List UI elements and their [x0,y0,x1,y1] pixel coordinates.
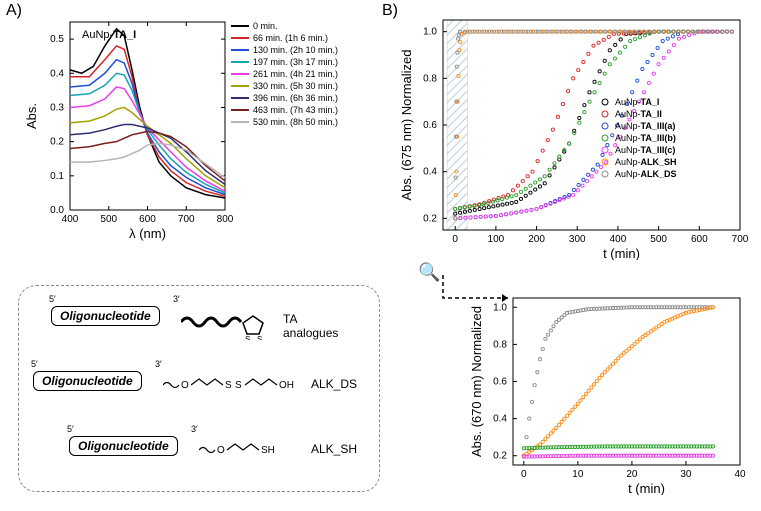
svg-text:400: 400 [62,214,79,225]
svg-text:130 min. (2h 10 min.): 130 min. (2h 10 min.) [253,45,338,55]
svg-text:0.4: 0.4 [423,167,437,178]
oligo-box-2: Oligonucleotide [33,371,142,391]
svg-text:0.6: 0.6 [423,120,437,131]
svg-text:300: 300 [569,234,586,245]
svg-text:600: 600 [691,234,708,245]
five-prime-label: 5′ [49,294,56,304]
oligo-box-1: Oligonucleotide [51,306,160,326]
ta-linker-icon: S S [181,312,271,340]
svg-text:0.6: 0.6 [493,377,507,388]
svg-text:AuNp-ALK_DS: AuNp-ALK_DS [615,169,677,179]
three-prime-label-3: 3′ [191,424,198,434]
alk-sh-linker-icon: O SH [199,438,309,462]
svg-text:800: 800 [217,214,234,225]
three-prime-label: 3′ [173,294,180,304]
svg-text:700: 700 [732,234,749,245]
svg-text:0 min.: 0 min. [253,21,278,31]
svg-text:AuNp-TA_III(c): AuNp-TA_III(c) [615,145,675,155]
alk-sh-label: ALK_SH [311,442,357,456]
svg-text:S: S [235,380,242,391]
svg-text:0.0: 0.0 [50,205,64,216]
svg-text:AuNp-TA_III(a): AuNp-TA_III(a) [615,121,675,131]
svg-text:Abs. (670 nm) Normalized: Abs. (670 nm) Normalized [469,306,484,457]
svg-text:0: 0 [452,234,458,245]
chart-a: 400 500 600 700 800 0.0 0.1 0.2 0.3 0.4 0.5 λ (nm) A… [20,10,365,250]
svg-text:500: 500 [100,214,117,225]
svg-text:0.4: 0.4 [50,68,64,79]
ta-analogues-label: TA analogues [283,312,338,340]
svg-text:O: O [181,380,189,391]
svg-text:AuNp-TA_III(b): AuNp-TA_III(b) [615,133,676,143]
svg-text:200: 200 [528,234,545,245]
chart-b-zoom: 0 10 20 30 40 0.2 0.4 0.6 0.8 1.0 t (min) Abs. (670… [465,290,750,495]
svg-text:100: 100 [488,234,505,245]
alk-ds-label: ALK_DS [311,377,357,391]
svg-text:1.0: 1.0 [423,27,437,38]
svg-text:O: O [217,445,225,456]
svg-text:463 min. (7h 43 min.): 463 min. (7h 43 min.) [253,105,338,115]
svg-text:0.2: 0.2 [493,451,507,462]
svg-text:0.5: 0.5 [50,34,64,45]
svg-text:0.4: 0.4 [493,414,507,425]
svg-text:S: S [257,335,262,340]
ligand-diagram: 5′ 3′ Oligonucleotide S S TA analogues 5… [18,285,380,492]
svg-text:OH: OH [279,380,294,391]
svg-text:600: 600 [139,214,156,225]
svg-text:10: 10 [572,469,584,480]
svg-text:0.8: 0.8 [423,73,437,84]
svg-text:S: S [245,335,250,340]
svg-text:Abs. (675 nm) Normalized: Abs. (675 nm) Normalized [399,50,414,201]
alk-ds-linker-icon: O S S OH [163,373,323,397]
svg-text:SH: SH [261,445,275,456]
svg-text:261 min. (4h 21 min.): 261 min. (4h 21 min.) [253,69,338,79]
svg-text:500: 500 [650,234,667,245]
svg-text:0.3: 0.3 [50,102,64,113]
svg-text:396 min. (6h 36 min.): 396 min. (6h 36 min.) [253,93,338,103]
svg-text:1.0: 1.0 [493,302,507,313]
svg-text:700: 700 [178,214,195,225]
svg-text:66 min. (1h 6 min.): 66 min. (1h 6 min.) [253,33,328,43]
svg-text:S: S [225,380,232,391]
svg-text:λ (nm): λ (nm) [129,226,166,241]
svg-text:530 min. (8h 50 min.): 530 min. (8h 50 min.) [253,117,338,127]
svg-text:0.8: 0.8 [493,339,507,350]
svg-text:AuNp-TA_II: AuNp-TA_II [615,109,662,119]
svg-text:AuNp-ALK_SH: AuNp-ALK_SH [615,157,677,167]
svg-text:40: 40 [734,469,746,480]
svg-text:400: 400 [610,234,627,245]
three-prime-label-2: 3′ [155,359,162,369]
svg-text:AuNp-TA_I: AuNp-TA_I [615,97,659,107]
svg-text:t (min): t (min) [603,246,640,260]
five-prime-label-3: 5′ [67,424,74,434]
svg-text:330 min. (5h 30 min.): 330 min. (5h 30 min.) [253,81,338,91]
svg-text:Abs.: Abs. [24,103,39,129]
oligo-box-3: Oligonucleotide [69,436,178,456]
svg-text:0: 0 [521,469,527,480]
svg-text:197 min. (3h 17 min.): 197 min. (3h 17 min.) [253,57,338,67]
svg-text:t (min): t (min) [628,481,665,495]
svg-text:0.2: 0.2 [423,213,437,224]
svg-text:30: 30 [680,469,692,480]
chart-b: 0 100 200 300 400 500 600 700 0.2 0.4 0.6 0.8 1.0 t (… [395,10,750,260]
svg-text:0.1: 0.1 [50,171,64,182]
svg-text:20: 20 [626,469,638,480]
svg-text:0.2: 0.2 [50,137,64,148]
five-prime-label-2: 5′ [31,359,38,369]
